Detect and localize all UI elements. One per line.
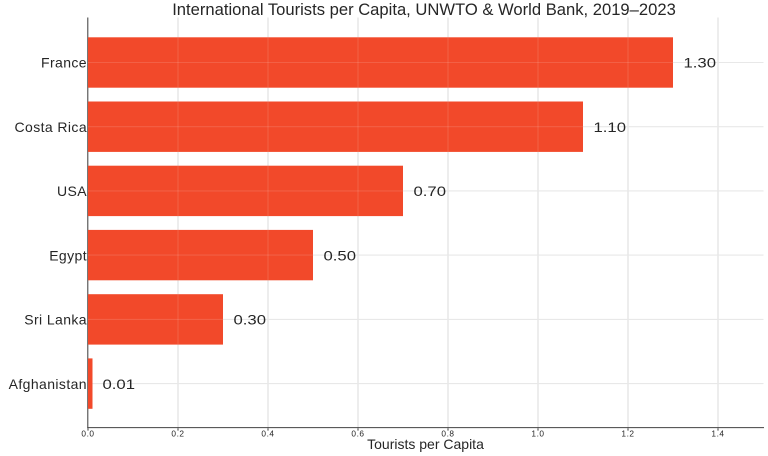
svg-text:Egypt: Egypt [49, 247, 87, 263]
svg-text:0.4: 0.4 [261, 428, 274, 438]
svg-text:0.0: 0.0 [81, 428, 94, 438]
svg-text:0.30: 0.30 [234, 312, 267, 328]
svg-text:0.70: 0.70 [414, 183, 447, 199]
svg-text:Afghanistan: Afghanistan [9, 376, 87, 392]
svg-text:1.0: 1.0 [531, 428, 544, 438]
svg-text:0.50: 0.50 [324, 247, 357, 263]
svg-text:0.01: 0.01 [103, 376, 136, 392]
svg-text:1.2: 1.2 [621, 428, 634, 438]
svg-text:0.8: 0.8 [441, 428, 454, 438]
svg-text:Costa Rica: Costa Rica [15, 119, 87, 135]
svg-text:1.30: 1.30 [684, 55, 717, 71]
svg-text:International Tourists per Cap: International Tourists per Capita, UNWTO… [172, 0, 676, 19]
svg-text:USA: USA [57, 183, 87, 199]
svg-text:Sri Lanka: Sri Lanka [24, 312, 87, 328]
svg-text:Tourists per Capita: Tourists per Capita [367, 436, 484, 452]
svg-text:France: France [41, 55, 87, 71]
svg-text:1.10: 1.10 [594, 119, 627, 135]
svg-text:0.2: 0.2 [171, 428, 184, 438]
svg-text:0.6: 0.6 [351, 428, 364, 438]
svg-text:1.4: 1.4 [711, 428, 724, 438]
